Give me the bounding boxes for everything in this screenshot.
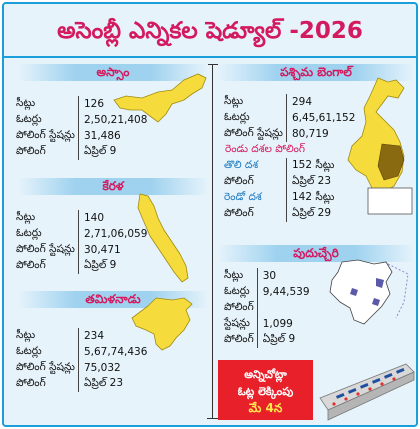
table-row: సీట్లు 30 <box>222 268 277 284</box>
puducherry-map-icon <box>329 259 409 325</box>
counting-line2: ఓట్ల లెక్కింపు <box>237 385 294 398</box>
table-row: పోలింగ్ స్టేషన్లు 31,486 <box>14 128 121 144</box>
kerala-map-icon <box>137 193 189 283</box>
table-row: తొలి దశ 152 సీట్లు <box>222 158 358 174</box>
page-title: అసెంబ్లీ ఎన్నికల షెడ్యూల్ -2026 <box>4 4 416 58</box>
assam-map-icon <box>113 73 207 123</box>
kerala-table: సీట్లు 140 ఓటర్లు 2,71,06,059 పోలింగ్ స్టే… <box>14 210 150 274</box>
table-row: సీట్లు 140 <box>14 210 104 226</box>
table-row: పోలింగ్ ఏప్రిల్ 23 <box>222 174 358 190</box>
westbengal-map-icon <box>347 77 413 215</box>
table-row: సీట్లు 294 <box>222 94 312 110</box>
table-row: పోలింగ్ స్టేషన్లు 75,032 <box>14 360 121 376</box>
tamilnadu-map-icon <box>131 297 193 351</box>
table-row: ఓటర్లు 2,71,06,059 <box>14 226 148 242</box>
table-row: సీట్లు 234 <box>14 328 104 344</box>
table-row: పోలింగ్ ఏప్రిల్ 9 <box>14 144 150 160</box>
column-divider <box>207 64 218 419</box>
table-row: పోలింగ్ <box>222 300 313 316</box>
counting-badge: అన్నిచోట్లా ఓట్ల లెక్కింపు మే 4న <box>218 360 313 420</box>
table-row: పోలింగ్ స్టేషన్లు 30,471 <box>14 242 121 258</box>
table-row: రెండు దశల పోలింగ్ <box>225 142 306 155</box>
westbengal-table: సీట్లు 294 ఓటర్లు 6,45,61,152 పోలింగ్ స్టే… <box>222 94 358 222</box>
table-row: ఓటర్లు 9,44,539 <box>222 284 310 300</box>
assam-heading: అస్సాం <box>18 64 208 81</box>
kerala-heading: కేరళ <box>18 178 208 195</box>
table-row: ఓటర్లు 2,50,21,408 <box>14 112 148 128</box>
assam-table: సీట్లు 126 ఓటర్లు 2,50,21,408 పోలింగ్ స్టే… <box>14 96 150 160</box>
tamilnadu-table: సీట్లు 234 ఓటర్లు 5,67,74,436 పోలింగ్ స్టే… <box>14 328 150 392</box>
puducherry-heading: పుదుచ్చేరి <box>218 245 414 262</box>
table-row: ఓటర్లు 6,45,61,152 <box>222 110 356 126</box>
table-row: పోలింగ్ ఏప్రిల్ 9 <box>222 332 313 348</box>
counting-line1: అన్నిచోట్లా <box>244 368 287 381</box>
puducherry-table: సీట్లు 30 ఓటర్లు 9,44,539 పోలింగ్ స్టేషన్ల… <box>222 268 313 348</box>
table-row: రెండో దశ 142 సీట్లు <box>222 190 358 206</box>
table-row: సీట్లు 126 <box>14 96 104 112</box>
counting-date: మే 4న <box>248 401 283 415</box>
counting-section: అన్నిచోట్లా ఓట్ల లెక్కింపు మే 4న <box>218 358 416 425</box>
table-row: ఓటర్లు 5,67,74,436 <box>14 344 148 360</box>
table-row: పోలింగ్ ఏప్రిల్ 23 <box>14 376 150 392</box>
voting-machine-icon <box>319 363 415 421</box>
table-row: పోలింగ్ ఏప్రిల్ 9 <box>14 258 150 274</box>
table-row: పోలింగ్ ఏప్రిల్ 29 <box>222 206 358 222</box>
table-row: స్టేషన్లు 1,099 <box>222 316 293 332</box>
table-row: పోలింగ్ స్టేషన్లు 80,719 <box>222 126 329 142</box>
westbengal-heading: పశ్చిమ బెంగాల్ <box>218 64 414 81</box>
